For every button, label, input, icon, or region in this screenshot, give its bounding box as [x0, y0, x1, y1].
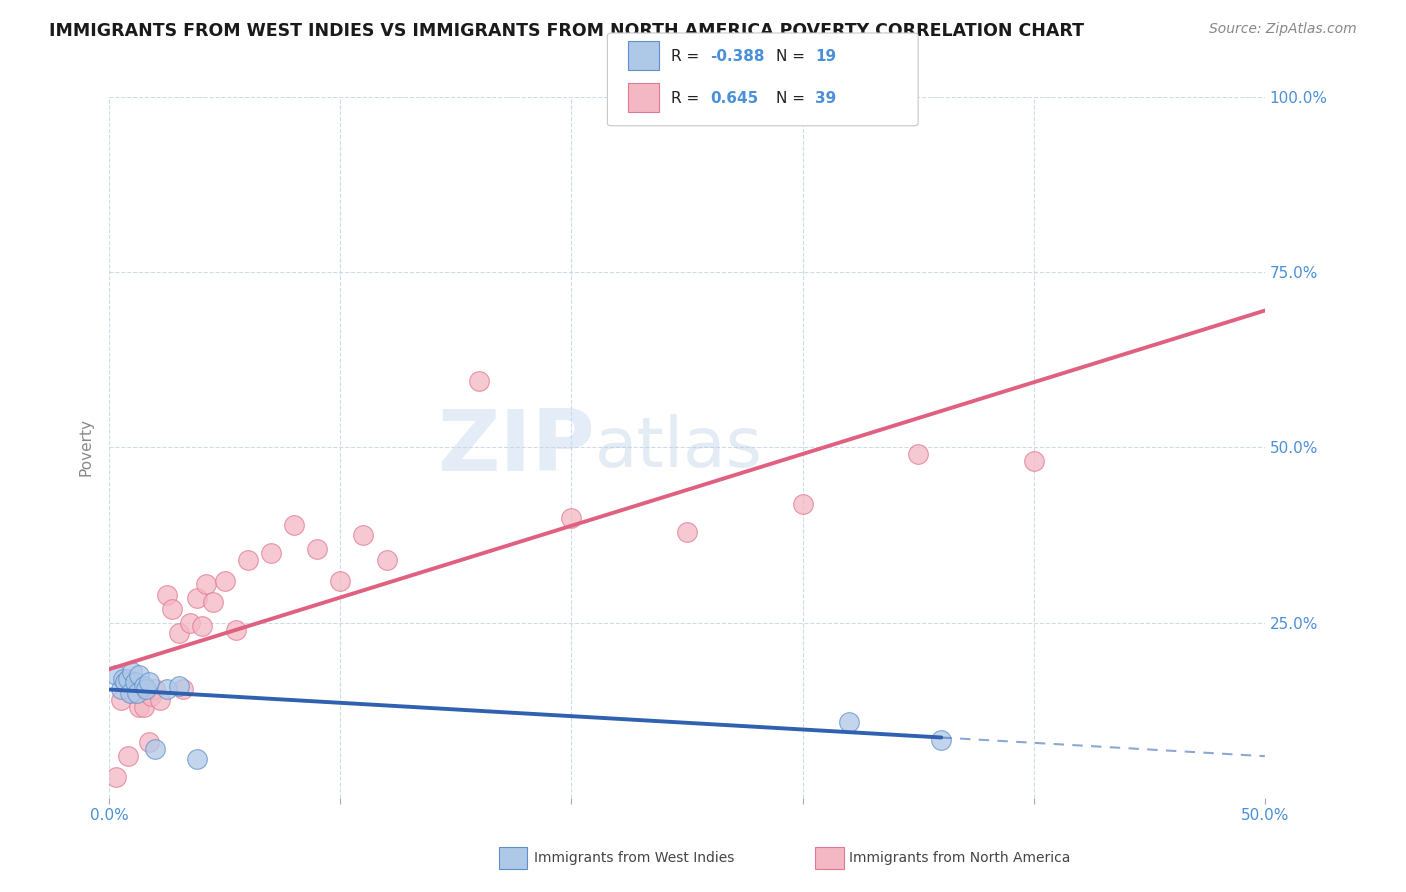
- Text: -0.388: -0.388: [710, 49, 765, 63]
- Point: [125, 686, 148, 700]
- Point: [190, 619, 212, 633]
- Point: [676, 524, 699, 539]
- Text: Immigrants from West Indies: Immigrants from West Indies: [534, 851, 735, 865]
- Point: [132, 699, 155, 714]
- Text: N =: N =: [776, 91, 810, 105]
- Point: [156, 588, 179, 602]
- Point: [186, 591, 208, 606]
- Text: N =: N =: [776, 49, 810, 63]
- Point: [929, 732, 952, 747]
- Text: R =: R =: [671, 91, 704, 105]
- Point: [110, 682, 132, 697]
- Text: Source: ZipAtlas.com: Source: ZipAtlas.com: [1209, 22, 1357, 37]
- Point: [138, 675, 160, 690]
- Point: [172, 682, 194, 697]
- Point: [125, 679, 148, 693]
- Point: [128, 668, 150, 682]
- Text: R =: R =: [671, 49, 704, 63]
- Point: [138, 735, 160, 749]
- Point: [307, 542, 329, 557]
- Point: [145, 682, 167, 697]
- Point: [110, 693, 132, 707]
- Point: [124, 675, 146, 690]
- Point: [160, 601, 183, 615]
- Point: [907, 447, 929, 461]
- Text: ZIP: ZIP: [437, 406, 595, 489]
- Point: [468, 374, 491, 388]
- Point: [167, 626, 190, 640]
- Text: 0.645: 0.645: [710, 91, 758, 105]
- Point: [236, 552, 259, 566]
- Point: [353, 528, 375, 542]
- Point: [792, 497, 814, 511]
- Point: [135, 682, 157, 697]
- Point: [135, 682, 157, 697]
- Point: [149, 693, 172, 707]
- Point: [186, 752, 208, 766]
- Text: atlas: atlas: [595, 414, 762, 481]
- Point: [117, 672, 139, 686]
- Point: [156, 682, 179, 697]
- Text: 39: 39: [815, 91, 837, 105]
- Point: [105, 770, 128, 784]
- Text: IMMIGRANTS FROM WEST INDIES VS IMMIGRANTS FROM NORTH AMERICA POVERTY CORRELATION: IMMIGRANTS FROM WEST INDIES VS IMMIGRANT…: [49, 22, 1084, 40]
- Point: [225, 623, 247, 637]
- Point: [117, 749, 139, 764]
- Point: [167, 679, 190, 693]
- Point: [114, 675, 136, 690]
- Point: [283, 517, 305, 532]
- Text: Immigrants from North America: Immigrants from North America: [849, 851, 1070, 865]
- Point: [121, 686, 143, 700]
- Point: [105, 668, 128, 682]
- Y-axis label: Poverty: Poverty: [79, 418, 93, 476]
- Point: [118, 686, 141, 700]
- Point: [112, 672, 135, 686]
- Point: [329, 574, 352, 588]
- Point: [139, 690, 162, 704]
- Point: [375, 552, 398, 566]
- Point: [195, 577, 218, 591]
- Point: [128, 699, 150, 714]
- Point: [1022, 454, 1045, 468]
- Point: [260, 546, 283, 560]
- Text: 19: 19: [815, 49, 837, 63]
- Point: [121, 665, 143, 679]
- Point: [560, 510, 582, 524]
- Point: [132, 679, 155, 693]
- Point: [202, 595, 225, 609]
- Point: [838, 715, 860, 730]
- Point: [114, 675, 136, 690]
- Point: [179, 615, 201, 630]
- Point: [145, 742, 167, 756]
- Point: [214, 574, 236, 588]
